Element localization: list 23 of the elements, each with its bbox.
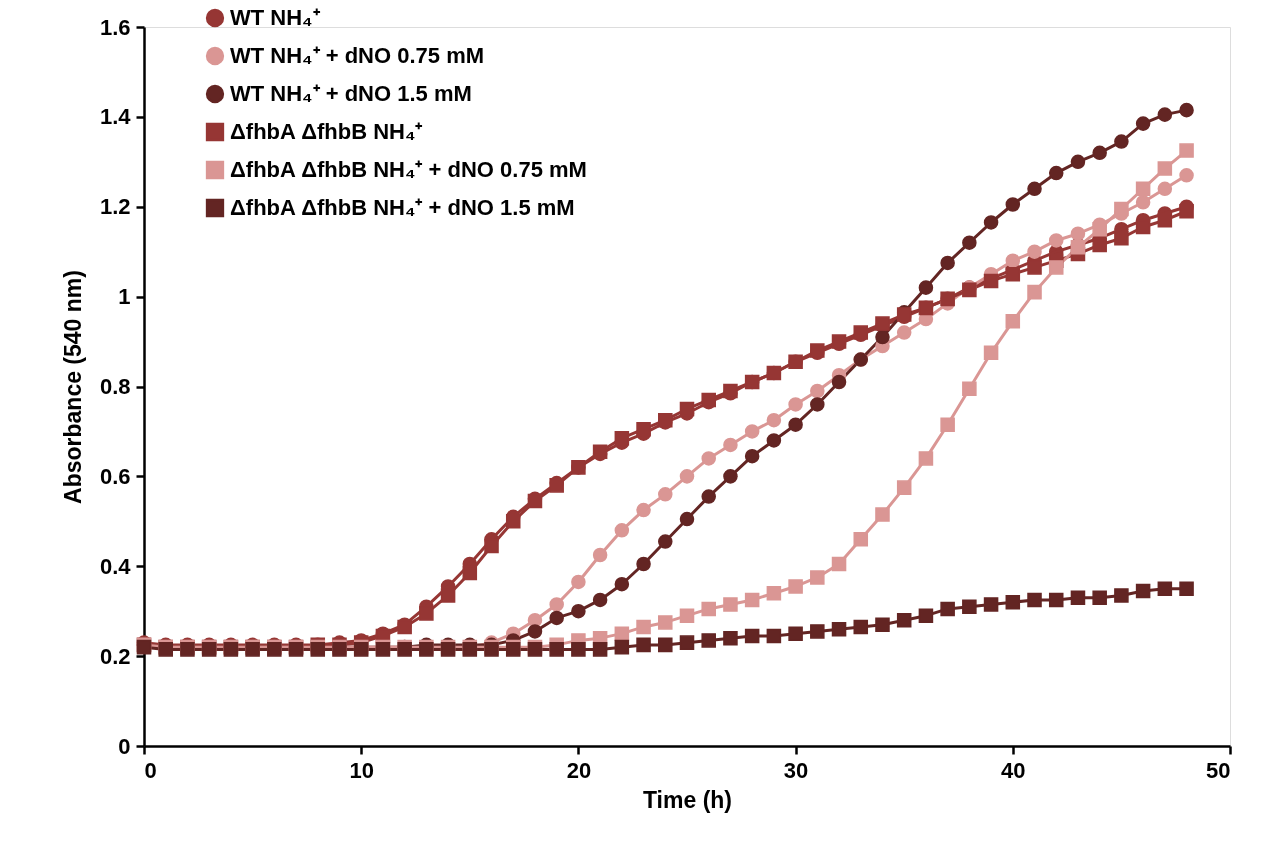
y-tick-label: 0.8 (99, 374, 131, 399)
y-axis-title: Absorbance (540 nm) (59, 270, 86, 504)
x-tick-label: 10 (349, 757, 374, 783)
x-tick-label: 0 (144, 757, 157, 783)
x-tick-label: 20 (566, 757, 592, 783)
y-tick-label: 0.6 (99, 463, 131, 489)
y-tick-label: 1.2 (99, 194, 131, 220)
legend-label: ΔfhbA ΔfhbB NH₄⁺ + dNO 1.5 mM (230, 195, 575, 220)
y-tick-label: 0 (118, 733, 131, 759)
legend-label: ΔfhbA ΔfhbB NH₄⁺ (230, 119, 424, 144)
legend-label: WT NH₄⁺ + dNO 0.75 mM (230, 43, 485, 68)
legend-label: WT NH₄⁺ + dNO 1.5 mM (230, 81, 472, 106)
y-tick-label: 0.2 (99, 643, 131, 669)
y-tick-label: 1.6 (99, 14, 131, 40)
y-tick-label: 0.4 (99, 553, 132, 579)
x-tick-label: 50 (1206, 757, 1231, 783)
legend-label: ΔfhbA ΔfhbB NH₄⁺ + dNO 0.75 mM (230, 157, 587, 182)
legend-label: WT NH₄⁺ (230, 5, 321, 30)
x-axis-title: Time (h) (642, 786, 733, 813)
y-tick-label: 1 (118, 284, 131, 310)
y-tick-label: 1.4 (99, 104, 132, 130)
x-tick-label: 40 (1001, 757, 1026, 783)
x-tick-label: 30 (783, 757, 809, 783)
